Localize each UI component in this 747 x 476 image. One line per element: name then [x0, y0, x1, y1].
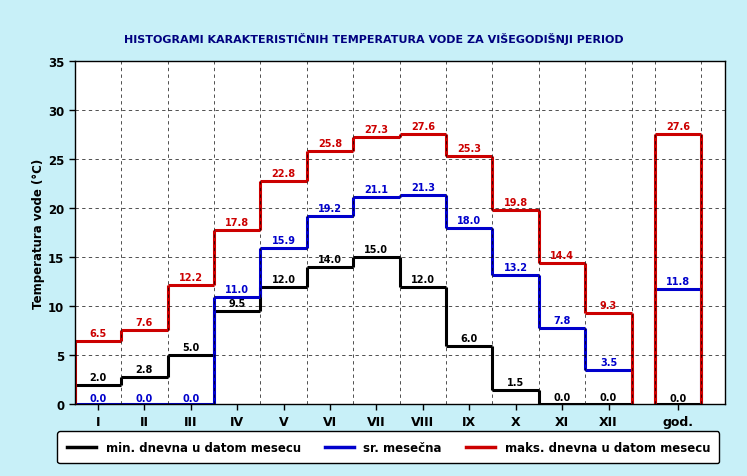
Text: 21.1: 21.1 [365, 185, 388, 195]
Text: 7.8: 7.8 [554, 315, 571, 325]
Text: 9.3: 9.3 [600, 301, 617, 311]
Text: 12.0: 12.0 [272, 274, 296, 284]
Text: 27.6: 27.6 [411, 121, 435, 131]
Text: 12.2: 12.2 [179, 272, 202, 282]
Text: 21.3: 21.3 [411, 183, 435, 193]
Text: 0.0: 0.0 [90, 394, 107, 404]
Text: 0.0: 0.0 [669, 393, 686, 403]
Text: 19.2: 19.2 [318, 204, 342, 214]
Text: 25.3: 25.3 [457, 144, 481, 154]
Text: 17.8: 17.8 [225, 218, 249, 228]
Text: 2.0: 2.0 [90, 372, 107, 382]
Text: 25.8: 25.8 [318, 139, 342, 149]
Text: 7.6: 7.6 [136, 317, 153, 327]
Text: 2.8: 2.8 [136, 364, 153, 374]
Text: 5.0: 5.0 [182, 343, 199, 353]
Text: 15.0: 15.0 [365, 245, 388, 255]
Text: 3.5: 3.5 [600, 357, 617, 367]
Text: 0.0: 0.0 [136, 394, 153, 404]
Text: 18.0: 18.0 [457, 216, 481, 226]
Text: HISTOGRAMI KARAKTERISTIČNIH TEMPERATURA VODE ZA VIŠEGODIŠNJI PERIOD: HISTOGRAMI KARAKTERISTIČNIH TEMPERATURA … [124, 33, 623, 45]
Text: 14.0: 14.0 [318, 255, 342, 265]
Text: 27.3: 27.3 [365, 124, 388, 134]
Text: 19.8: 19.8 [503, 198, 528, 208]
Text: 22.8: 22.8 [271, 169, 296, 178]
Text: 15.9: 15.9 [272, 236, 296, 246]
Text: 11.8: 11.8 [666, 276, 690, 286]
Text: 6.5: 6.5 [90, 328, 107, 338]
Text: 0.0: 0.0 [182, 394, 199, 404]
Text: 12.0: 12.0 [411, 274, 435, 284]
Text: 11.0: 11.0 [225, 284, 249, 294]
Y-axis label: Temperatura vode (°C): Temperatura vode (°C) [32, 159, 45, 308]
Text: 0.0: 0.0 [554, 392, 571, 402]
Text: 6.0: 6.0 [461, 333, 478, 343]
Text: 14.4: 14.4 [550, 251, 574, 261]
Text: 27.6: 27.6 [666, 121, 690, 131]
Text: 1.5: 1.5 [507, 377, 524, 387]
Legend: min. dnevna u datom mesecu, sr. mesečna, maks. dnevna u datom mesecu: min. dnevna u datom mesecu, sr. mesečna,… [58, 432, 719, 463]
Text: 0.0: 0.0 [600, 392, 617, 402]
Text: 13.2: 13.2 [503, 262, 527, 272]
Text: 9.5: 9.5 [229, 298, 246, 308]
